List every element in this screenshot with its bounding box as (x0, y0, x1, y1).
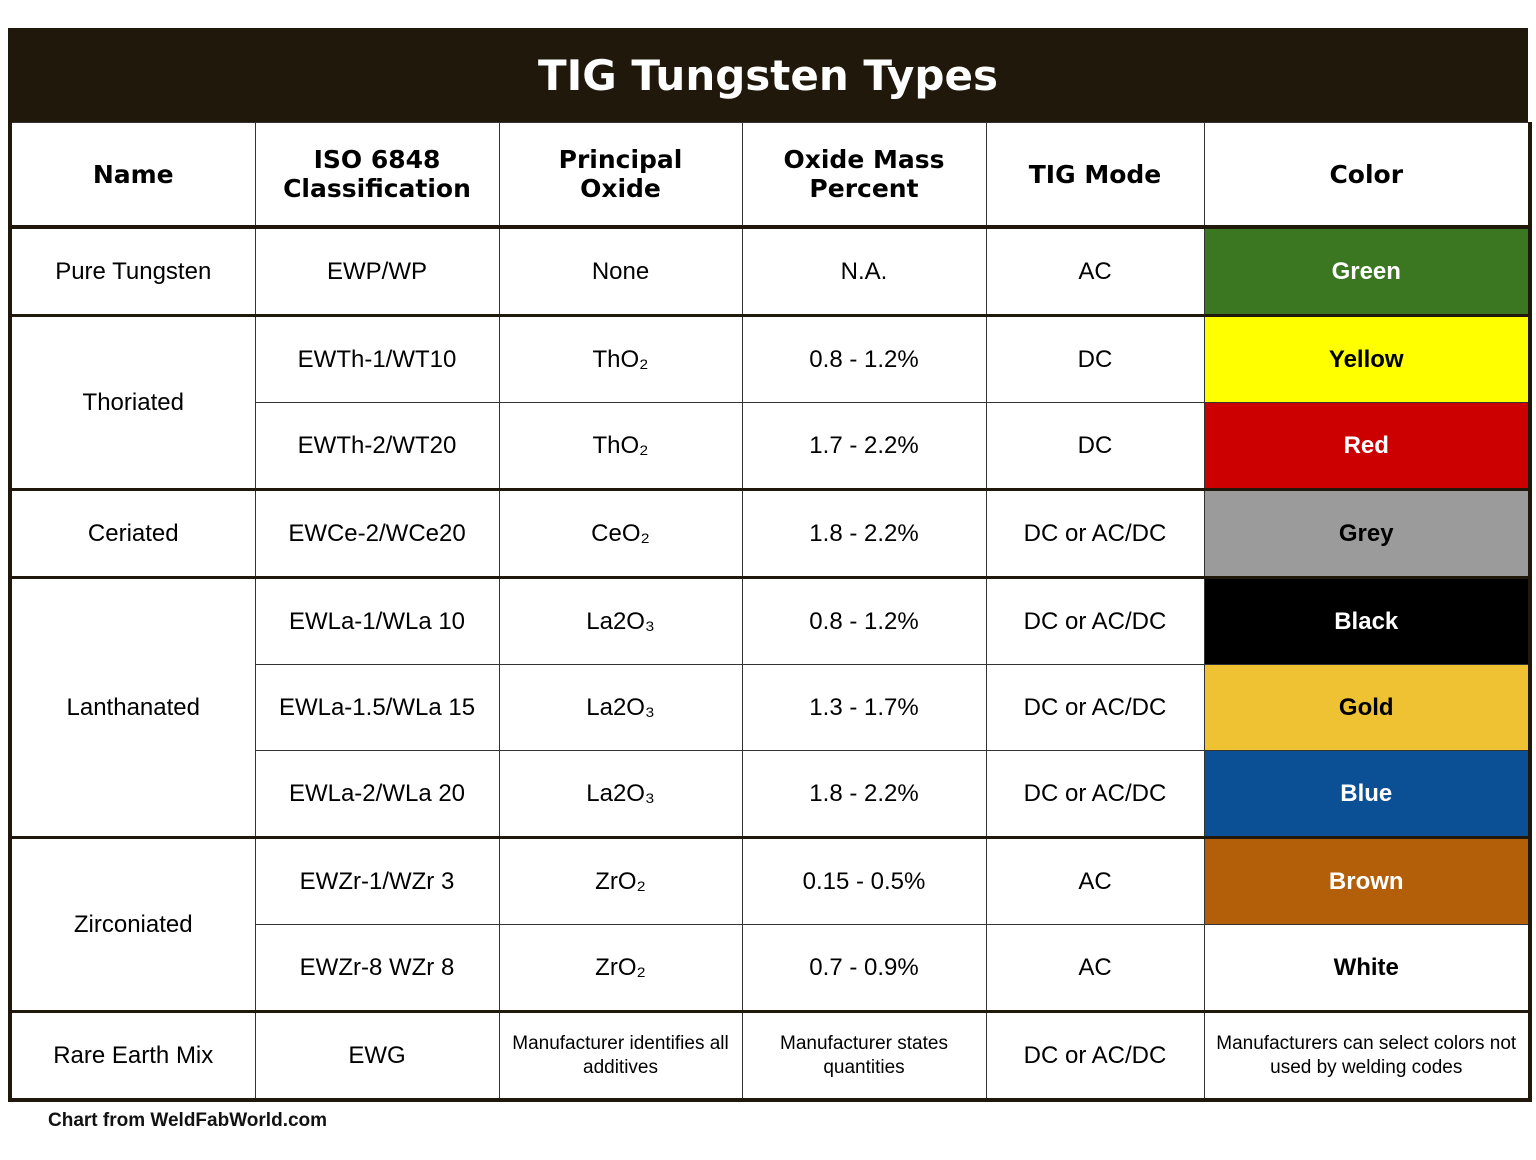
table: Name ISO 6848 Classification Principal Oxi… (8, 122, 1532, 1102)
percent-cell: 1.3 - 1.7% (741, 664, 987, 751)
type-name: Rare Earth Mix (9, 1010, 256, 1101)
color-cell: Black (1203, 576, 1531, 665)
percent-cell: 0.7 - 0.9% (741, 924, 987, 1012)
percent-cell: 1.8 - 2.2% (741, 488, 987, 578)
oxide-cell: La2O₃ (498, 664, 743, 751)
color-cell: Manufacturers can select colors not used… (1203, 1010, 1531, 1101)
mode-cell: DC or AC/DC (985, 488, 1205, 578)
oxide-cell: La2O₃ (498, 750, 743, 838)
table-row: Pure Tungsten EWP/WP None N.A. AC Green (9, 225, 1531, 316)
column-header: ISO 6848 Classification (254, 122, 500, 229)
color-cell: Blue (1203, 750, 1531, 838)
mode-cell: DC or AC/DC (985, 750, 1205, 838)
color-cell: White (1203, 924, 1531, 1012)
iso-cell: EWLa-1.5/WLa 15 (254, 664, 500, 751)
type-name: Lanthanated (9, 576, 256, 838)
chart-card: TIG Tungsten Types Name ISO 6848 Classifi… (8, 28, 1532, 1102)
percent-cell: 1.8 - 2.2% (741, 750, 987, 838)
table-row: Zirconiated EWZr-1/WZr 3 ZrO₂ 0.15 - 0.5% AC… (9, 836, 1531, 1012)
table-row: EWLa-1.5/WLa 15 La2O₃ 1.3 - 1.7% DC or AC/D… (10, 664, 1531, 751)
color-cell: Green (1203, 225, 1531, 316)
mode-cell: DC (985, 402, 1205, 490)
table-row: Thoriated EWTh-1/WT10 ThO₂ 0.8 - 1.2% DC Yell… (9, 314, 1531, 490)
column-header: Color (1203, 122, 1531, 229)
column-header: TIG Mode (985, 122, 1205, 229)
iso-cell: EWTh-1/WT10 (254, 314, 500, 403)
mode-cell: DC or AC/DC (985, 664, 1205, 751)
table-row: Lanthanated EWLa-1/WLa 10 La2O₃ 0.8 - 1.2% D… (9, 576, 1531, 838)
percent-cell: 0.8 - 1.2% (741, 314, 987, 403)
column-header: Oxide Mass Percent (741, 122, 987, 229)
color-cell: Brown (1203, 836, 1531, 925)
percent-cell: 1.7 - 2.2% (741, 402, 987, 490)
mode-cell: AC (985, 836, 1205, 925)
color-cell: Yellow (1203, 314, 1531, 403)
color-cell: Grey (1203, 488, 1531, 578)
header-row: Name ISO 6848 Classification Principal Oxi… (9, 122, 1531, 229)
percent-cell: Manufacturer states quantities (741, 1010, 987, 1101)
column-header: Name (9, 122, 256, 229)
mode-cell: DC or AC/DC (985, 576, 1205, 665)
mode-cell: AC (985, 924, 1205, 1012)
mode-cell: DC (985, 314, 1205, 403)
mode-cell: AC (985, 225, 1205, 316)
percent-cell: 0.15 - 0.5% (741, 836, 987, 925)
percent-cell: 0.8 - 1.2% (741, 576, 987, 665)
type-name: Pure Tungsten (9, 225, 256, 316)
table-row: Ceriated EWCe-2/WCe20 CeO₂ 1.8 - 2.2% DC or … (9, 488, 1531, 578)
iso-cell: EWG (254, 1010, 500, 1101)
color-cell: Red (1203, 402, 1531, 490)
iso-cell: EWZr-8 WZr 8 (254, 924, 500, 1012)
oxide-cell: ThO₂ (498, 314, 743, 403)
iso-cell: EWZr-1/WZr 3 (254, 836, 500, 925)
table-row: EWLa-2/WLa 20 La2O₃ 1.8 - 2.2% DC or AC/DC B… (10, 750, 1531, 838)
table-row: Rare Earth Mix EWG Manufacturer identifies… (9, 1010, 1531, 1101)
iso-cell: EWCe-2/WCe20 (254, 488, 500, 578)
oxide-cell: ZrO₂ (498, 836, 743, 925)
percent-cell: N.A. (741, 225, 987, 316)
footer: Chart from WeldFabWorld.com (48, 1110, 328, 1131)
title: TIG Tungsten Types (8, 28, 1528, 122)
oxide-cell: CeO₂ (498, 488, 743, 578)
iso-cell: EWLa-2/WLa 20 (254, 750, 500, 838)
column-header: Principal Oxide (498, 122, 743, 229)
iso-cell: EWTh-2/WT20 (254, 402, 500, 490)
oxide-cell: ThO₂ (498, 402, 743, 490)
oxide-cell: Manufacturer identifies all additives (498, 1010, 743, 1101)
type-name: Zirconiated (9, 836, 256, 1012)
type-name: Ceriated (9, 488, 256, 578)
table-body: Pure Tungsten EWP/WP None N.A. AC Green Thoria… (9, 225, 1531, 1101)
oxide-cell: ZrO₂ (498, 924, 743, 1012)
iso-cell: EWLa-1/WLa 10 (254, 576, 500, 665)
table-row: EWZr-8 WZr 8 ZrO₂ 0.7 - 0.9% AC White (10, 924, 1531, 1012)
oxide-cell: None (498, 225, 743, 316)
oxide-cell: La2O₃ (498, 576, 743, 665)
mode-cell: DC or AC/DC (985, 1010, 1205, 1101)
type-name: Thoriated (9, 314, 256, 490)
color-cell: Gold (1203, 664, 1531, 751)
iso-cell: EWP/WP (254, 225, 500, 316)
